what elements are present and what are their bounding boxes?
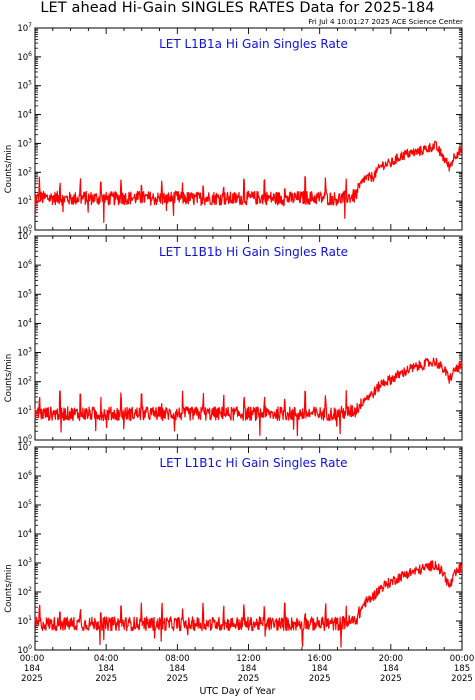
timestamp: Fri Jul 4 10:01:27 2025 ACE Science Cent… [308,17,463,26]
x-axis-label: UTC Day of Year [199,686,276,697]
x-tick-time: 04:00 [94,654,119,664]
page-title: LET ahead Hi-Gain SINGLES RATES Data for… [40,0,435,16]
y-tick-label: 106 [17,51,32,63]
y-tick-label: 106 [17,470,32,482]
x-tick-year: 2025 [21,674,43,684]
y-tick-label: 102 [17,586,32,598]
y-tick-label: 102 [17,166,32,178]
data-trace [34,560,463,648]
x-tick-day: 184 [98,664,114,674]
x-tick-year: 2025 [167,674,189,684]
y-tick-exponent: 4 [28,528,32,535]
panel-title: LET L1B1b Hi Gain Singles Rate [159,245,348,259]
y-tick-exponent: 7 [28,22,32,29]
y-tick-exponent: 5 [28,80,32,87]
x-tick-day: 185 [454,664,470,674]
y-axis-label: Counts/min [4,354,14,403]
y-tick-label: 105 [17,288,32,300]
y-tick-label: 101 [17,405,32,417]
y-tick-exponent: 6 [28,51,32,58]
y-tick-label: 102 [17,376,32,388]
y-tick-label: 107 [17,22,32,34]
y-axis-label: Counts/min [4,564,14,613]
y-tick-exponent: 6 [28,259,32,266]
y-tick-label: 101 [17,195,32,207]
y-tick-exponent: 1 [28,615,32,622]
y-tick-exponent: 2 [28,166,32,173]
y-tick-exponent: 3 [28,557,32,564]
y-tick-label: 104 [17,109,32,121]
data-trace [34,357,463,437]
x-tick-day: 184 [383,664,399,674]
y-tick-exponent: 6 [28,470,32,477]
y-tick-exponent: 4 [28,109,32,116]
y-tick-exponent: 1 [28,195,32,202]
x-tick-year: 2025 [309,674,331,684]
y-tick-exponent: 5 [28,499,32,506]
x-tick-day: 184 [312,664,328,674]
y-tick-label: 103 [17,557,32,569]
x-tick-year: 2025 [238,674,260,684]
y-tick-exponent: 2 [28,586,32,593]
y-tick-exponent: 7 [28,441,32,448]
panel-title: LET L1B1c Hi Gain Singles Rate [159,456,347,470]
y-tick-exponent: 1 [28,405,32,412]
x-tick-year: 2025 [451,674,473,684]
y-tick-label: 104 [17,528,32,540]
y-tick-exponent: 3 [28,347,32,354]
y-tick-label: 107 [17,441,32,453]
x-tick-time: 20:00 [379,654,404,664]
data-trace [34,140,463,223]
y-tick-label: 105 [17,80,32,92]
y-tick-exponent: 0 [28,644,32,651]
y-tick-exponent: 0 [28,224,32,231]
x-tick-time: 08:00 [165,654,190,664]
y-axis-label: Counts/min [4,145,14,194]
y-tick-exponent: 3 [28,137,32,144]
y-tick-exponent: 2 [28,376,32,383]
x-tick-time: 16:00 [307,654,332,664]
y-tick-label: 103 [17,137,32,149]
x-tick-time: 00:00 [450,654,475,664]
y-tick-exponent: 5 [28,288,32,295]
y-tick-exponent: 0 [28,434,32,441]
x-tick-day: 184 [24,664,40,674]
y-tick-label: 101 [17,615,32,627]
x-tick-time: 00:00 [20,654,45,664]
y-tick-label: 106 [17,259,32,271]
x-tick-year: 2025 [380,674,402,684]
x-tick-year: 2025 [95,674,117,684]
x-tick-day: 184 [169,664,185,674]
y-tick-label: 104 [17,317,32,329]
y-tick-exponent: 4 [28,317,32,324]
x-tick-time: 12:00 [236,654,261,664]
panel-title: LET L1B1a Hi Gain Singles Rate [159,37,348,51]
y-tick-label: 105 [17,499,32,511]
y-tick-label: 107 [17,230,32,242]
y-tick-label: 103 [17,347,32,359]
x-tick-day: 184 [240,664,256,674]
y-tick-exponent: 7 [28,230,32,237]
